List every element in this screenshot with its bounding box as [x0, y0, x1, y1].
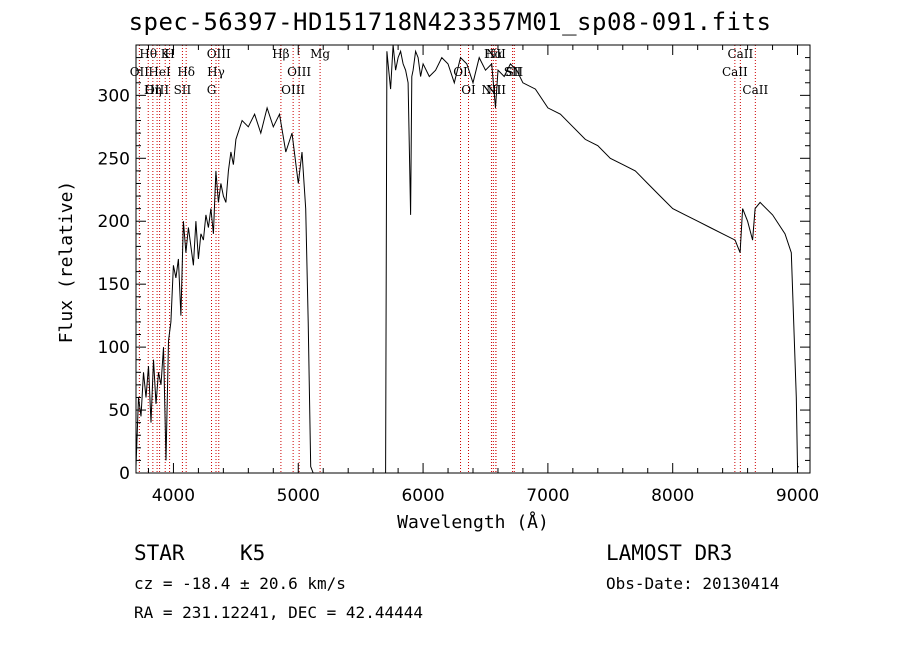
x-axis-label: Wavelength (Å): [397, 511, 549, 533]
y-tick-label: 300: [98, 86, 130, 106]
line-marker-label: Hα: [484, 47, 503, 61]
line-marker-label: OIII: [145, 83, 169, 97]
x-tick-label: 8000: [651, 486, 694, 506]
line-marker-label: Hη: [144, 83, 162, 97]
line-marker-label: NII: [486, 47, 506, 61]
chart-title: spec-56397-HD151718N423357M01_sp08-091.f…: [128, 8, 772, 36]
line-marker-label: Hδ: [177, 65, 195, 79]
y-tick-label: 250: [98, 149, 130, 169]
line-marker-label: HeI: [148, 65, 171, 79]
line-marker-label: NII: [486, 83, 506, 97]
line-marker-label: OIII: [281, 83, 305, 97]
y-tick-label: 50: [108, 401, 130, 421]
y-tick-label: 0: [119, 464, 130, 484]
object-class: STAR: [134, 541, 185, 565]
y-tick-label: 150: [98, 275, 130, 295]
y-axis: 0 50 100 150 200 250 300: [98, 57, 810, 484]
line-marker-label: SII: [505, 65, 523, 79]
line-marker-label: OII: [130, 65, 150, 79]
line-marker-label: SII: [174, 83, 192, 97]
line-marker-label: Hβ: [272, 47, 289, 61]
object-subclass: K5: [240, 541, 266, 565]
spectrum-line: [136, 45, 799, 473]
line-marker-label: K: [161, 47, 171, 61]
line-marker-label: G: [207, 83, 217, 97]
y-tick-label: 200: [98, 212, 130, 232]
line-marker-label: CaII: [727, 47, 753, 61]
x-tick-label: 5000: [277, 486, 320, 506]
line-marker-label: Mg: [310, 47, 330, 61]
spectral-line-labels: Hθ OII OIII K HeI Hη HHδ SII OIII Hγ G Hβ OIII OIII Mg…: [130, 47, 769, 97]
line-marker-label: Hγ: [207, 65, 225, 79]
line-marker-label: CaII: [722, 65, 748, 79]
y-tick-label: 100: [98, 338, 130, 358]
line-marker-label: OI: [453, 65, 468, 79]
y-axis-label: Flux (relative): [56, 181, 77, 344]
spectral-line-markers: [138, 45, 756, 473]
plot-frame: [135, 44, 811, 474]
x-tick-label: 7000: [526, 486, 569, 506]
x-tick-label: 6000: [401, 486, 444, 506]
x-tick-label: 9000: [776, 486, 819, 506]
redshift-readout: cz = -18.4 ± 20.6 km/s: [134, 574, 346, 593]
line-marker-label: OIII: [287, 65, 311, 79]
line-marker-label: CaII: [742, 83, 768, 97]
line-marker-label: H: [164, 47, 174, 61]
coordinates: RA = 231.12241, DEC = 42.44444: [134, 603, 423, 622]
observation-date: Obs-Date: 20130414: [606, 574, 780, 593]
line-marker-label: OI: [461, 83, 476, 97]
x-axis: 4000 5000 6000 7000 8000 9000: [147, 45, 819, 506]
line-marker-label: Hθ: [139, 47, 157, 61]
x-tick-label: 4000: [152, 486, 195, 506]
survey-name: LAMOST DR3: [606, 541, 733, 565]
line-marker-label: OIII: [207, 47, 231, 61]
